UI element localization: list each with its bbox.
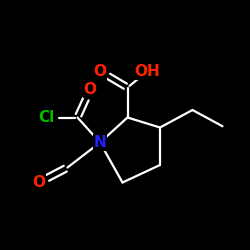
Text: O: O (84, 82, 96, 98)
Text: OH: OH (134, 64, 160, 79)
Text: N: N (94, 135, 106, 150)
Text: O: O (32, 175, 45, 190)
Text: Cl: Cl (38, 110, 54, 125)
Text: O: O (94, 64, 106, 79)
